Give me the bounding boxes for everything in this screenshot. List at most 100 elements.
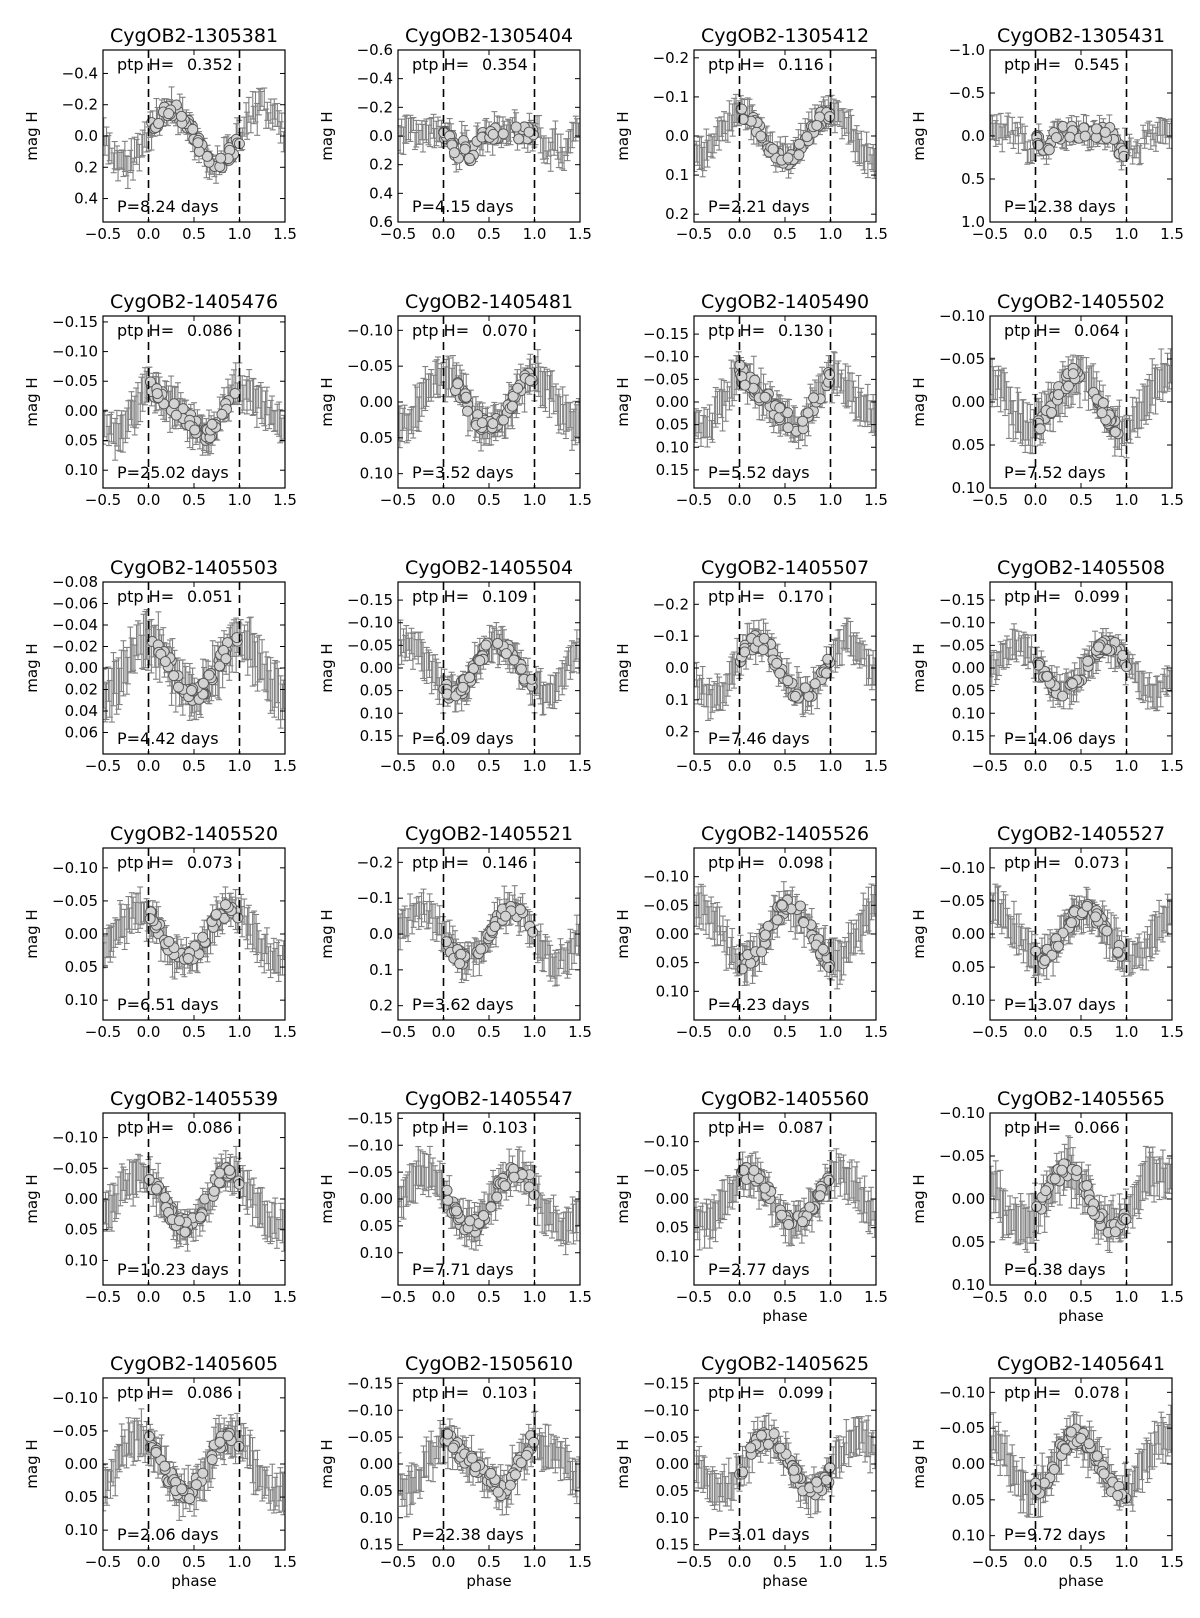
x-tick-label: 0.0 xyxy=(137,757,161,775)
x-tick-label: −0.5 xyxy=(380,225,416,243)
y-tick-label: 0.0 xyxy=(74,127,98,145)
data-point xyxy=(500,648,512,660)
y-tick-label: 0.2 xyxy=(665,205,689,223)
x-tick-label: 0.5 xyxy=(773,757,797,775)
data-layer xyxy=(990,112,1172,171)
x-tick-label: 1.0 xyxy=(523,757,547,775)
x-tick-label: −0.5 xyxy=(676,491,712,509)
panel-CygOB2-1405503: −0.5 0.0 0.5 1.0 1.5 −0.08 −0.06 −0.04 −0.02 0.00… xyxy=(23,557,297,775)
data-point xyxy=(789,690,801,702)
x-tick-label: 0.5 xyxy=(1069,225,1093,243)
data-point xyxy=(820,667,832,679)
x-tick-label: 1.0 xyxy=(228,757,252,775)
data-point xyxy=(824,111,835,123)
period-label: P=7.52 days xyxy=(1004,463,1106,482)
y-tick-label: 0.0 xyxy=(369,127,393,145)
x-tick-label: 1.5 xyxy=(568,491,592,509)
data-point xyxy=(192,137,204,149)
period-label: P=5.52 days xyxy=(708,463,810,482)
data-point xyxy=(457,681,469,693)
y-tick-label: 0.2 xyxy=(369,156,393,174)
x-tick-label: 1.5 xyxy=(864,225,888,243)
data-layer xyxy=(103,609,285,729)
data-point xyxy=(523,126,535,138)
data-point xyxy=(808,392,820,404)
period-label: P=8.24 days xyxy=(117,197,219,216)
panel-CygOB2-1405490: −0.5 0.0 0.5 1.0 1.5 −0.15 −0.10 −0.05 0.00 0.05 0… xyxy=(614,291,888,509)
period-label: P=2.21 days xyxy=(708,197,810,216)
data-point xyxy=(168,398,180,410)
data-point xyxy=(799,682,811,694)
ptp-label: ptp H= xyxy=(1004,321,1061,340)
data-point xyxy=(737,113,749,125)
y-axis-label: mag H xyxy=(318,111,336,160)
data-point xyxy=(214,660,226,672)
y-axis-label: mag H xyxy=(910,111,928,160)
panel-title: CygOB2-1305412 xyxy=(701,25,869,47)
y-tick-label: 0.05 xyxy=(65,432,98,450)
y-tick-label: −0.15 xyxy=(52,313,98,331)
ptp-label: ptp H= xyxy=(412,321,469,340)
data-layer xyxy=(694,617,876,721)
y-axis-label: mag H xyxy=(318,643,336,692)
data-layer xyxy=(990,623,1172,712)
y-tick-label: 0.00 xyxy=(952,393,985,411)
data-point xyxy=(189,424,201,436)
y-tick-label: 0.4 xyxy=(369,184,393,202)
y-tick-label: 0.2 xyxy=(665,723,689,741)
x-tick-label: −0.5 xyxy=(85,757,121,775)
x-tick-label: 0.5 xyxy=(182,225,206,243)
data-point xyxy=(771,657,783,669)
y-tick-label: 0.1 xyxy=(665,166,689,184)
panel-title: CygOB2-1405507 xyxy=(701,557,869,579)
y-axis-label: mag H xyxy=(910,377,928,426)
ptp-label: ptp H= xyxy=(117,55,174,74)
y-tick-label: −0.10 xyxy=(939,307,985,325)
y-tick-label: 0.05 xyxy=(656,416,689,434)
x-tick-label: 1.5 xyxy=(1160,225,1184,243)
y-tick-label: −0.05 xyxy=(347,636,393,654)
y-tick-label: −0.10 xyxy=(347,321,393,339)
data-point xyxy=(452,378,464,390)
y-tick-label: −0.10 xyxy=(52,343,98,361)
data-layer xyxy=(103,362,285,461)
data-layer xyxy=(398,109,580,173)
y-axis-label: mag H xyxy=(23,111,41,160)
data-point xyxy=(757,644,769,656)
y-tick-label: 0.04 xyxy=(65,702,98,720)
data-point xyxy=(824,369,836,380)
panel-CygOB2-1305404: −0.5 0.0 0.5 1.0 1.5 −0.6 −0.4 −0.2 0.0 0.2 0.4 0.6… xyxy=(318,25,592,243)
data-point xyxy=(1067,368,1079,380)
data-point xyxy=(480,639,492,651)
y-tick-label: −0.1 xyxy=(653,627,689,645)
x-tick-label: −0.5 xyxy=(380,757,416,775)
x-tick-label: −0.5 xyxy=(676,757,712,775)
period-label: P=25.02 days xyxy=(117,463,229,482)
y-tick-label: 0.15 xyxy=(656,461,689,479)
y-tick-label: −0.15 xyxy=(347,591,393,609)
y-tick-label: −0.1 xyxy=(653,88,689,106)
ptp-value: 0.070 xyxy=(482,321,528,340)
data-point xyxy=(460,391,472,403)
y-axis-label: mag H xyxy=(23,377,41,426)
data-point xyxy=(512,382,524,394)
y-tick-label: −0.2 xyxy=(357,98,393,116)
data-point xyxy=(197,677,209,689)
data-point xyxy=(487,128,499,140)
data-layer xyxy=(103,86,285,190)
panel-CygOB2-1305381: −0.5 0.0 0.5 1.0 1.5 −0.4 −0.2 0.0 0.2 0.4 CygOB2-… xyxy=(23,25,297,243)
y-tick-label: 1.0 xyxy=(961,213,985,231)
data-point xyxy=(203,669,215,681)
y-tick-label: −0.10 xyxy=(643,348,689,366)
x-tick-label: 1.0 xyxy=(228,225,252,243)
x-tick-label: 1.5 xyxy=(568,757,592,775)
ptp-value: 0.352 xyxy=(187,55,233,74)
ptp-value: 0.354 xyxy=(482,55,528,74)
y-tick-label: 0.10 xyxy=(952,479,985,497)
x-tick-label: 1.0 xyxy=(523,225,547,243)
y-tick-label: 0.5 xyxy=(961,170,985,188)
y-tick-label: 0.1 xyxy=(665,691,689,709)
ptp-label: ptp H= xyxy=(117,587,174,606)
x-tick-label: 0.0 xyxy=(1024,225,1048,243)
